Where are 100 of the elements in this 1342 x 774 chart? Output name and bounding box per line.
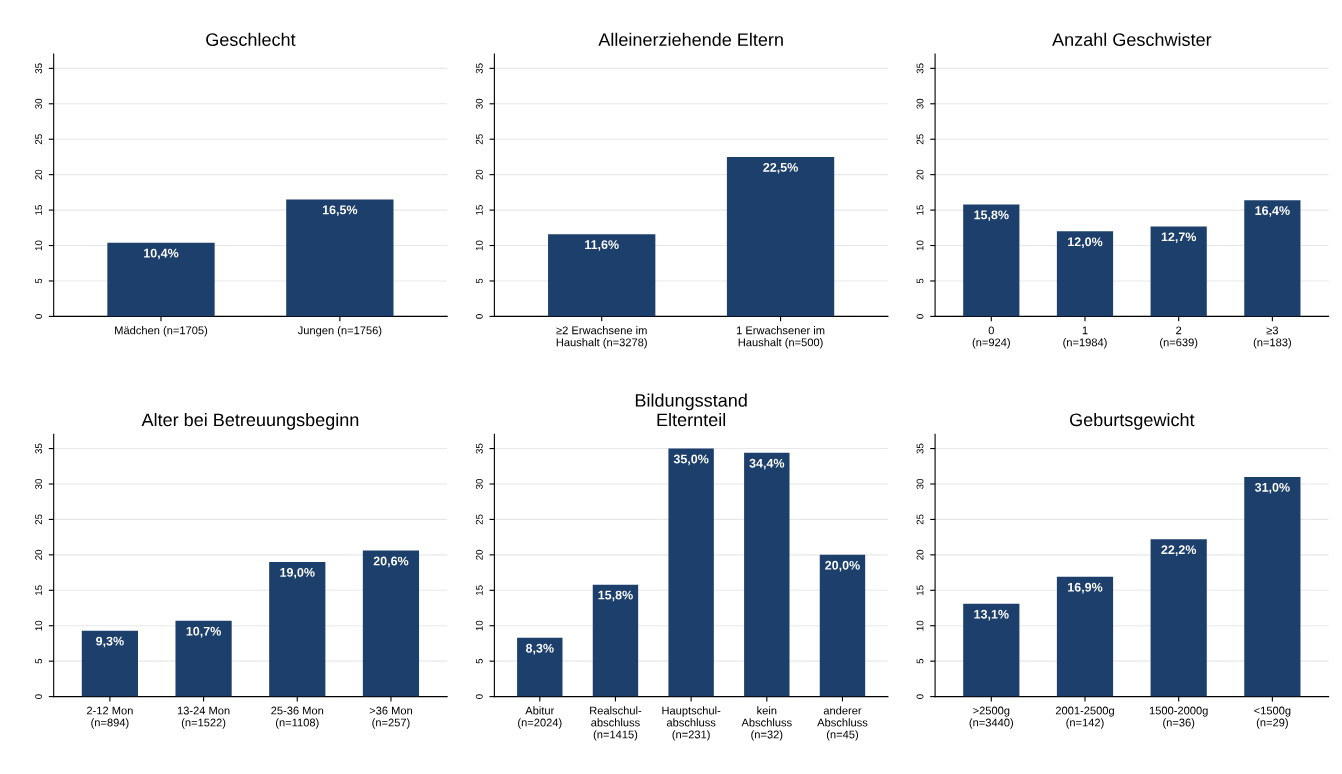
y-tick-label: 20	[35, 549, 43, 560]
y-tick-label: 20	[916, 169, 924, 180]
y-tick-label: 5	[35, 278, 43, 284]
y-tick-label: 0	[916, 314, 924, 319]
chart-title: Geschlecht	[206, 32, 296, 47]
x-tick-label: Hauptschul- abschluss (n=231)	[662, 706, 721, 741]
bar	[517, 637, 563, 697]
y-tick-label: 35	[475, 63, 483, 74]
y-tick-label: 25	[916, 514, 924, 525]
y-tick-label: 25	[475, 514, 483, 525]
data-label: 35,0%	[673, 454, 709, 466]
chart-title: Alter bei Betreuungsbeginn	[141, 412, 359, 430]
data-label: 34,4%	[749, 458, 785, 470]
data-label: 12,7%	[1161, 232, 1197, 244]
y-tick-label: 5	[35, 658, 43, 664]
y-tick-label: 30	[475, 478, 483, 490]
x-tick-label: 2001-2500g (n=142)	[1055, 706, 1114, 729]
y-tick-label: 15	[475, 205, 483, 215]
y-tick-label: 15	[475, 585, 483, 595]
y-tick-label: 10	[475, 240, 483, 251]
data-label: 16,5%	[322, 205, 358, 217]
bar	[1056, 231, 1114, 317]
y-tick-label: 0	[35, 314, 43, 319]
y-tick-label: 5	[916, 278, 924, 284]
x-tick-label: ≥3 (n=183)	[1253, 326, 1291, 349]
y-tick-label: 15	[35, 585, 43, 595]
y-tick-label: 25	[35, 514, 43, 525]
y-tick-label: 15	[916, 585, 924, 595]
y-tick-label: 10	[35, 620, 43, 631]
x-tick-label: Jungen (n=1756)	[297, 326, 382, 337]
y-tick-label: 30	[35, 98, 43, 109]
y-tick-label: 30	[35, 478, 43, 490]
bar	[963, 603, 1020, 697]
y-tick-label: 35	[35, 63, 43, 74]
bar	[269, 561, 326, 697]
data-label: 13,1%	[974, 609, 1009, 621]
y-tick-label: 20	[475, 169, 483, 180]
data-label: 10,4%	[144, 248, 179, 260]
y-tick-label: 25	[916, 134, 924, 145]
x-tick-label: 1 (n=1984)	[1063, 326, 1107, 349]
x-tick-label: 1500-2000g (n=36)	[1149, 706, 1208, 729]
y-tick-label: 10	[35, 240, 43, 251]
data-label: 20,6%	[373, 556, 409, 568]
x-tick-label: Realschul- abschluss (n=1415)	[590, 706, 642, 741]
x-tick-label: <1500g (n=29)	[1254, 706, 1291, 729]
data-label: 11,6%	[585, 240, 619, 251]
data-label: 15,8%	[974, 210, 1009, 222]
y-tick-label: 0	[475, 314, 483, 319]
y-tick-label: 20	[475, 549, 483, 560]
bar	[1150, 539, 1207, 697]
data-label: 8,3%	[525, 643, 554, 655]
y-tick-label: 30	[916, 478, 924, 490]
bar	[963, 204, 1020, 317]
y-tick-label: 5	[475, 278, 483, 284]
bar	[362, 550, 420, 697]
bar	[1244, 200, 1301, 317]
x-tick-label: anderer Abschluss (n=45)	[817, 706, 868, 741]
y-tick-label: 35	[916, 63, 924, 74]
x-tick-label: 2-12 Mon (n=894)	[86, 706, 133, 729]
y-tick-label: 35	[916, 443, 924, 454]
y-tick-label: 0	[35, 694, 43, 699]
y-tick-label: 25	[475, 134, 483, 145]
data-label: 16,4%	[1255, 206, 1290, 217]
y-tick-label: 10	[475, 620, 483, 631]
y-tick-label: 10	[916, 240, 924, 251]
y-tick-label: 15	[916, 205, 924, 215]
x-tick-label: ≥2 Erwachsene im Haushalt (n=3278)	[556, 326, 647, 349]
x-tick-label: 0 (n=924)	[972, 326, 1010, 349]
y-tick-label: 30	[475, 98, 483, 109]
chart-title: Alleinerziehende Eltern	[598, 32, 783, 47]
bar	[744, 452, 790, 697]
data-label: 19,0%	[280, 567, 315, 579]
data-label: 20,0%	[825, 560, 860, 572]
y-tick-label: 0	[475, 694, 483, 699]
bar	[592, 584, 639, 697]
chart-title: Anzahl Geschwister	[1052, 32, 1212, 47]
y-tick-label: 35	[475, 443, 483, 454]
x-tick-label: >36 Mon (n=257)	[369, 706, 413, 729]
x-tick-label: 25-36 Mon (n=1108)	[271, 706, 324, 729]
bar	[81, 630, 138, 697]
y-tick-label: 25	[35, 134, 43, 145]
y-tick-label: 5	[475, 658, 483, 664]
y-tick-label: 30	[916, 98, 924, 109]
data-label: 31,0%	[1254, 482, 1290, 494]
bar	[1244, 476, 1301, 697]
x-tick-label: 1 Erwachsener im Haushalt (n=500)	[736, 326, 825, 349]
y-tick-label: 20	[35, 169, 43, 180]
data-label: 10,7%	[186, 626, 221, 638]
bar	[175, 620, 232, 697]
y-tick-label: 10	[916, 620, 924, 631]
chart-title: Bildungsstand Elternteil	[635, 393, 747, 427]
data-label: 15,8%	[598, 590, 633, 602]
data-label: 16,9%	[1068, 582, 1103, 594]
data-label: 9,3%	[96, 636, 124, 648]
bar	[819, 554, 866, 697]
x-tick-label: 2 (n=639)	[1160, 326, 1198, 349]
bar	[668, 448, 714, 697]
y-tick-label: 15	[35, 205, 43, 215]
y-tick-label: 20	[916, 549, 924, 560]
bar	[1056, 576, 1114, 697]
